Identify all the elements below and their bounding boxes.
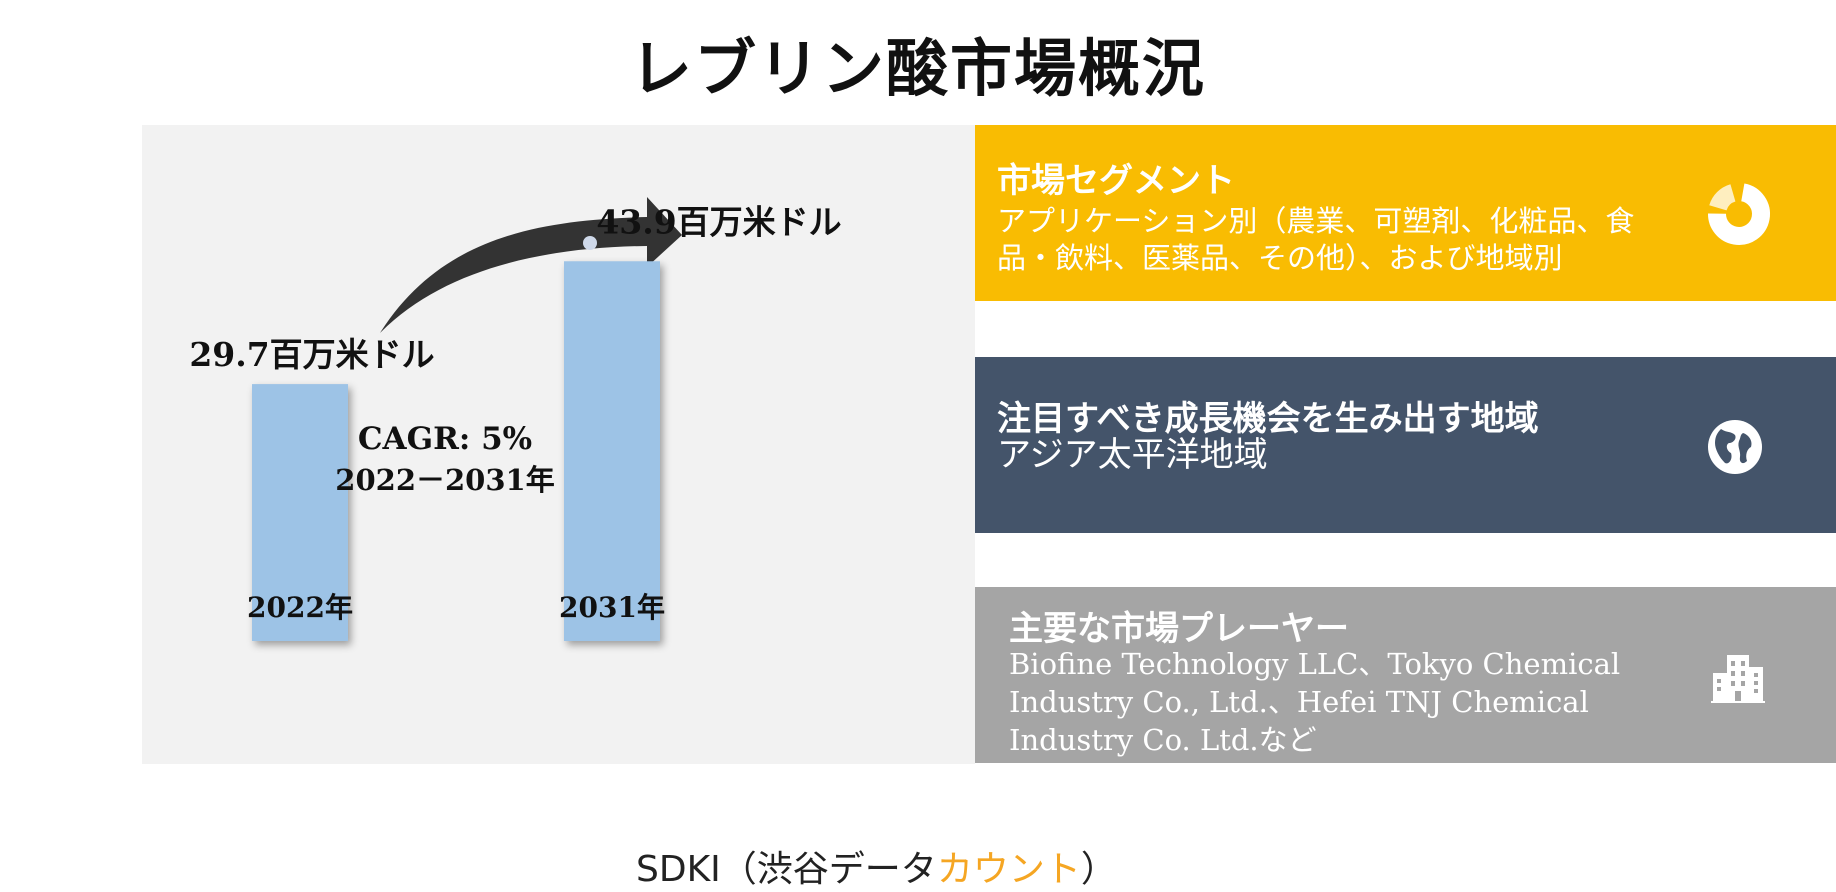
category-label-1: 2022年 xyxy=(247,591,353,624)
value-label-1: 29.7百万米ドル xyxy=(189,335,434,374)
cagr-period-label: 2022－2031年 xyxy=(335,463,554,497)
players-body: Biofine Technology LLC、Tokyo Chemical In… xyxy=(1009,647,1621,757)
region-heading: 注目すべき成長機会を生み出す地域 xyxy=(997,399,1539,439)
key-players-card: 主要な市場プレーヤー Biofine Technology LLC、Tokyo … xyxy=(975,587,1836,763)
source-credit: SDKI（渋谷データカウント） xyxy=(636,840,1117,892)
players-heading: 主要な市場プレーヤー xyxy=(1009,609,1349,649)
globe-icon xyxy=(1708,420,1762,474)
growth-arrow xyxy=(380,197,682,333)
region-body: アジア太平洋地域 xyxy=(997,435,1268,475)
bar-1 xyxy=(252,384,348,641)
segment-heading: 市場セグメント xyxy=(997,161,1235,201)
source-suffix: ） xyxy=(1080,849,1117,890)
market-segment-card: 市場セグメント アプリケーション別（農業、可塑剤、化粧品、食品・飲料、医薬品、そ… xyxy=(975,125,1836,301)
arrow-dot xyxy=(583,236,597,250)
chart-panel: 2022年 29.7百万米ドル 2031年 43.9百万米ドル CAGR: 5% 20… xyxy=(142,125,1117,890)
growth-region-card: 注目すべき成長機会を生み出す地域 アジア太平洋地域 xyxy=(975,357,1836,533)
bar-2 xyxy=(564,261,660,641)
donut-chart-icon xyxy=(1708,183,1770,245)
bar-chart: 2022年 29.7百万米ドル 2031年 43.9百万米ドル CAGR: 5% 20… xyxy=(189,197,842,641)
cagr-label: CAGR: 5% xyxy=(358,421,532,457)
value-label-2: 43.9百万米ドル xyxy=(596,202,841,241)
page-title: レブリン酸市場概況 xyxy=(629,32,1206,105)
segment-body: アプリケーション別（農業、可塑剤、化粧品、食品・飲料、医薬品、その他）、および地… xyxy=(997,204,1635,275)
buildings-icon xyxy=(1711,655,1765,703)
category-label-2: 2031年 xyxy=(559,591,665,624)
source-prefix: SDKI（渋谷データ xyxy=(636,849,937,890)
source-accent: カウント xyxy=(936,849,1081,890)
